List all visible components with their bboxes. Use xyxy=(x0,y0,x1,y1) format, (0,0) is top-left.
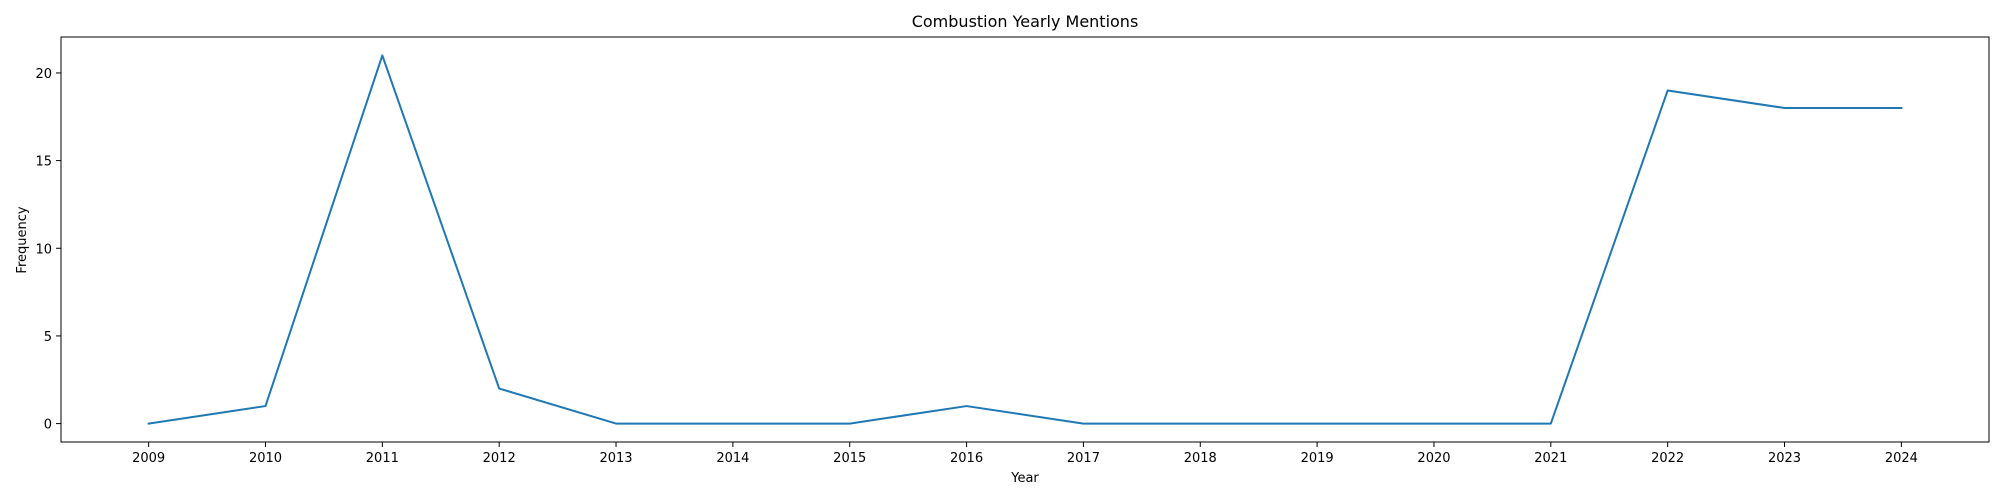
x-axis-ticks: 2009 2010 2011 2012 2013 2014 2015 2016 2017 2018… xyxy=(132,442,1918,466)
x-tick-label: 2012 xyxy=(483,451,516,466)
x-tick-label: 2010 xyxy=(249,451,282,466)
y-tick-label: 5 xyxy=(44,330,52,345)
x-tick-label: 2020 xyxy=(1417,451,1450,466)
y-tick-label: 0 xyxy=(44,418,52,433)
x-tick-label: 2023 xyxy=(1768,451,1801,466)
x-tick-label: 2017 xyxy=(1067,451,1100,466)
y-axis-ticks: 0 5 10 15 20 xyxy=(35,67,61,433)
x-axis-label: Year xyxy=(1010,471,1039,486)
x-tick-label: 2018 xyxy=(1184,451,1217,466)
x-tick-label: 2009 xyxy=(132,451,165,466)
x-tick-label: 2014 xyxy=(716,451,749,466)
y-axis-label: Frequency xyxy=(15,206,30,273)
y-tick-label: 20 xyxy=(35,67,52,82)
x-tick-label: 2019 xyxy=(1301,451,1334,466)
x-tick-label: 2015 xyxy=(833,451,866,466)
x-tick-label: 2016 xyxy=(950,451,983,466)
y-tick-label: 15 xyxy=(35,155,52,170)
x-tick-label: 2024 xyxy=(1885,451,1918,466)
series-layer xyxy=(147,54,1903,425)
x-tick-label: 2013 xyxy=(599,451,632,466)
x-tick-label: 2011 xyxy=(366,451,399,466)
series-line-0 xyxy=(147,54,1903,425)
x-tick-label: 2022 xyxy=(1651,451,1684,466)
plot-area-frame xyxy=(60,36,1990,443)
x-tick-label: 2021 xyxy=(1534,451,1567,466)
y-tick-label: 10 xyxy=(35,242,52,257)
chart-title: Combustion Yearly Mentions xyxy=(912,12,1139,31)
